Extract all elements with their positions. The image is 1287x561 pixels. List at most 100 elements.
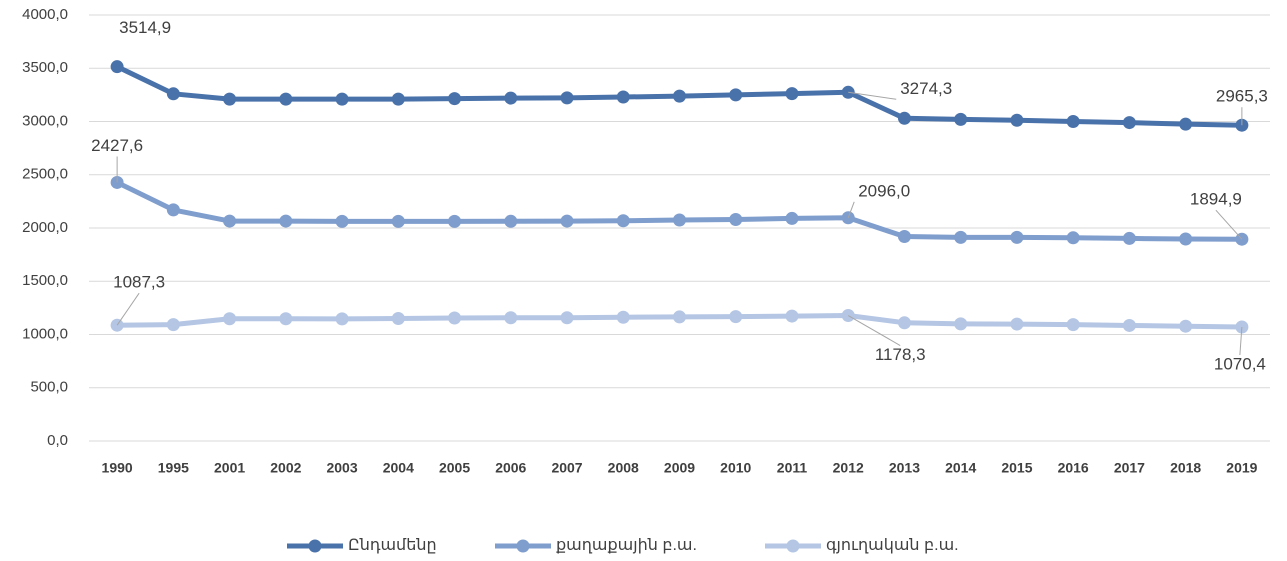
y-tick-label: 4000,0 [22, 6, 68, 23]
y-tick-label: 3000,0 [22, 112, 68, 129]
x-tick-label: 2015 [1001, 460, 1032, 476]
series-line [116, 180, 1242, 242]
data-point [897, 230, 911, 244]
data-point [391, 214, 405, 228]
data-label: 3274,3 [900, 79, 952, 98]
data-point [897, 316, 911, 330]
x-tick-label: 2004 [383, 460, 414, 476]
data-point [335, 92, 349, 106]
legend-label: գյուղական բ.ա. [826, 537, 959, 554]
data-point [1235, 118, 1249, 132]
legend-marker [786, 539, 800, 553]
data-point [1066, 231, 1080, 245]
data-label: 2965,3 [1216, 87, 1268, 106]
x-tick-label: 2007 [551, 460, 582, 476]
data-point [448, 214, 462, 228]
data-point [335, 214, 349, 228]
data-point [279, 92, 293, 106]
x-tick-label: 2016 [1058, 460, 1089, 476]
legend-marker [308, 539, 322, 553]
data-point [1179, 232, 1193, 246]
data-point [785, 309, 799, 323]
data-point [504, 311, 518, 325]
leader-line [1215, 209, 1243, 240]
data-point [616, 90, 630, 104]
data-point [560, 311, 574, 325]
data-point [673, 213, 686, 227]
data-point [673, 89, 686, 103]
data-point [391, 92, 405, 106]
data-point [1122, 116, 1136, 130]
data-point [166, 87, 180, 101]
data-point [897, 111, 911, 125]
data-point [223, 214, 237, 228]
data-point [391, 312, 405, 326]
data-label: 1178,3 [875, 345, 926, 364]
data-point [1066, 318, 1080, 332]
data-point [1179, 117, 1193, 131]
data-point [1010, 113, 1024, 127]
x-tick-label: 2009 [664, 460, 695, 476]
y-tick-label: 500,0 [30, 379, 68, 396]
x-tick-label: 2003 [326, 460, 357, 476]
data-point [1122, 231, 1136, 245]
x-tick-label: 1995 [158, 460, 189, 476]
data-point [729, 310, 743, 324]
x-tick-label: 2017 [1114, 460, 1145, 476]
data-point [1122, 318, 1136, 332]
data-label: 2427,6 [91, 136, 143, 155]
data-point [448, 92, 462, 106]
data-point [166, 318, 180, 332]
y-tick-label: 1000,0 [22, 325, 68, 342]
data-point [560, 214, 574, 228]
data-point [448, 311, 462, 325]
x-tick-label: 2019 [1226, 460, 1257, 476]
data-point [673, 310, 686, 324]
data-point [223, 312, 237, 326]
data-point [729, 88, 743, 102]
leader-line [1239, 326, 1243, 356]
data-point [279, 214, 293, 228]
leader-line [847, 201, 855, 218]
legend-label: քաղաքային բ.ա. [556, 537, 697, 554]
x-tick-label: 1990 [102, 460, 133, 476]
data-point [729, 212, 743, 226]
data-point [1066, 115, 1080, 128]
data-point [785, 211, 799, 225]
x-tick-label: 2008 [608, 460, 639, 476]
leader-line [848, 91, 897, 100]
y-tick-label: 2500,0 [22, 166, 68, 183]
data-point [616, 214, 630, 228]
data-point [785, 87, 799, 101]
x-tick-label: 2005 [439, 460, 470, 476]
x-tick-label: 2001 [214, 460, 245, 476]
x-tick-label: 2006 [495, 460, 526, 476]
leader-line [847, 315, 901, 346]
x-tick-label: 2002 [270, 460, 301, 476]
data-point [954, 112, 968, 126]
data-point [560, 91, 574, 105]
data-label: 1070,4 [1214, 354, 1266, 373]
y-tick-label: 0,0 [47, 432, 68, 449]
data-point [1179, 319, 1193, 333]
legend-marker [516, 539, 530, 553]
data-point [166, 203, 180, 217]
data-point [223, 92, 237, 106]
data-point [335, 312, 349, 326]
y-tick-label: 2000,0 [22, 219, 68, 236]
data-point [954, 230, 968, 244]
data-point [1010, 317, 1024, 331]
x-tick-label: 2011 [777, 460, 808, 476]
data-label: 1894,9 [1190, 190, 1242, 209]
x-tick-label: 2018 [1170, 460, 1201, 476]
data-point [954, 317, 968, 331]
leader-line [116, 292, 140, 326]
x-tick-label: 2012 [833, 460, 864, 476]
data-point [616, 310, 630, 324]
y-tick-label: 3500,0 [22, 59, 68, 76]
x-tick-label: 2013 [889, 460, 920, 476]
data-point [504, 214, 518, 228]
data-point [110, 60, 124, 74]
legend-label: Ընդամենը [348, 537, 437, 554]
